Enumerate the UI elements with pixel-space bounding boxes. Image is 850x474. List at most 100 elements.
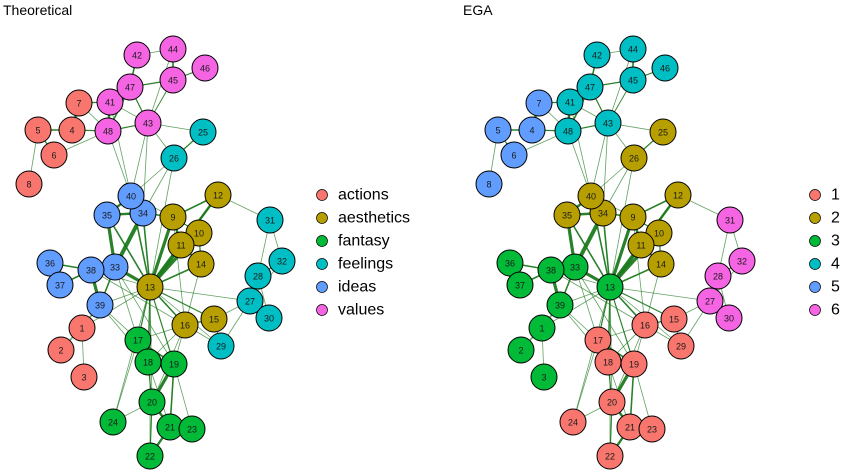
node-31: 31 [256, 206, 284, 234]
node-label-30: 30 [264, 314, 274, 324]
node-circle-19 [620, 350, 648, 378]
node-35: 35 [553, 201, 581, 229]
node-circle-48 [94, 117, 122, 145]
node-label-29: 29 [216, 342, 226, 352]
node-45: 45 [619, 66, 647, 94]
node-circle-44 [619, 35, 647, 63]
node-circle-27 [696, 287, 724, 315]
node-label-1: 1 [539, 324, 544, 334]
node-label-41: 41 [565, 98, 575, 108]
node-27: 27 [236, 287, 264, 315]
node-label-25: 25 [198, 128, 208, 138]
node-12: 12 [664, 181, 692, 209]
node-24: 24 [99, 408, 127, 436]
node-circle-14 [647, 250, 675, 278]
node-label-24: 24 [568, 418, 578, 428]
node-circle-27 [236, 287, 264, 315]
node-label-29: 29 [676, 342, 686, 352]
node-circle-12 [664, 181, 692, 209]
node-33: 33 [561, 253, 589, 281]
node-circle-15 [660, 305, 688, 333]
node-39: 39 [86, 291, 114, 319]
node-label-43: 43 [603, 119, 613, 129]
node-circle-13 [136, 273, 164, 301]
node-label-7: 7 [76, 99, 81, 109]
node-label-47: 47 [585, 83, 595, 93]
node-29: 29 [667, 332, 695, 360]
node-39: 39 [546, 291, 574, 319]
node-circle-14 [187, 250, 215, 278]
node-label-3: 3 [81, 373, 86, 383]
node-37: 37 [506, 271, 534, 299]
node-48: 48 [94, 117, 122, 145]
node-circle-22 [136, 442, 164, 470]
node-circle-6 [500, 141, 528, 169]
node-15: 15 [660, 305, 688, 333]
node-28: 28 [704, 262, 732, 290]
legend-key-2 [809, 212, 821, 224]
node-circle-7 [525, 89, 553, 117]
node-circle-7 [65, 89, 93, 117]
node-circle-2 [47, 336, 75, 364]
node-label-20: 20 [607, 398, 617, 408]
legend-key-ideas [316, 281, 328, 293]
node-14: 14 [187, 250, 215, 278]
node-circle-48 [554, 117, 582, 145]
node-6: 6 [500, 141, 528, 169]
node-44: 44 [619, 35, 647, 63]
node-19: 19 [160, 350, 188, 378]
node-1: 1 [68, 314, 96, 342]
node-circle-5 [484, 116, 512, 144]
node-circle-1 [528, 314, 556, 342]
legend-label-2: 2 [831, 210, 840, 227]
node-label-6: 6 [51, 151, 56, 161]
node-circle-46 [191, 54, 219, 82]
node-41: 41 [96, 88, 124, 116]
node-label-26: 26 [629, 154, 639, 164]
node-circle-40 [117, 182, 145, 210]
legend-label-3: 3 [831, 233, 840, 250]
node-circle-37 [46, 271, 74, 299]
node-circle-25 [189, 118, 217, 146]
node-7: 7 [525, 89, 553, 117]
edge-35-13 [566, 214, 611, 288]
node-circle-15 [200, 305, 228, 333]
node-label-16: 16 [180, 321, 190, 331]
node-label-18: 18 [143, 358, 153, 368]
node-label-35: 35 [562, 211, 572, 221]
node-label-43: 43 [143, 119, 153, 129]
node-label-3: 3 [541, 373, 546, 383]
edge-38-16 [550, 269, 646, 326]
legend-key-actions [316, 189, 328, 201]
node-circle-6 [40, 141, 68, 169]
legend-key-fantasy [316, 235, 328, 247]
node-38: 38 [77, 256, 105, 284]
node-label-39: 39 [95, 301, 105, 311]
node-label-22: 22 [605, 452, 615, 462]
node-33: 33 [101, 253, 129, 281]
edge-17-24 [112, 339, 139, 423]
node-18: 18 [134, 348, 162, 376]
node-circle-4 [518, 116, 546, 144]
node-circle-35 [93, 201, 121, 229]
node-label-27: 27 [245, 297, 255, 307]
node-circle-38 [537, 256, 565, 284]
node-13: 13 [596, 273, 624, 301]
node-26: 26 [620, 144, 648, 172]
node-circle-5 [24, 116, 52, 144]
node-label-37: 37 [55, 281, 65, 291]
node-label-39: 39 [555, 301, 565, 311]
node-31: 31 [716, 206, 744, 234]
node-45: 45 [159, 66, 187, 94]
node-25: 25 [649, 118, 677, 146]
node-circle-29 [667, 332, 695, 360]
node-circle-42 [123, 41, 151, 69]
node-35: 35 [93, 201, 121, 229]
node-19: 19 [620, 350, 648, 378]
node-label-11: 11 [636, 241, 645, 251]
node-circle-16 [631, 311, 659, 339]
node-label-14: 14 [656, 260, 666, 270]
node-23: 23 [178, 415, 206, 443]
node-circle-30 [715, 304, 743, 332]
edge-40-41 [109, 101, 132, 197]
